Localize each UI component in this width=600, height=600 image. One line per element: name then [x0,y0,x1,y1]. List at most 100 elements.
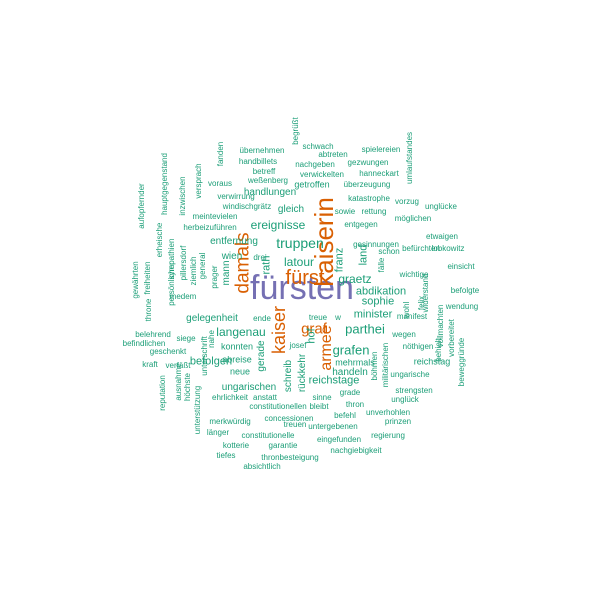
cloud-word: nahe [207,330,216,348]
cloud-word: siege [176,334,196,343]
cloud-word: unglück [391,395,419,404]
cloud-word: fanden [216,141,225,167]
cloud-word: sophie [361,295,395,308]
cloud-word: hof [305,328,318,344]
cloud-word: hauptgegenstand [160,153,169,215]
cloud-word: wegen [392,330,416,339]
cloud-word: aufopfernder [137,183,146,229]
cloud-word: gezwungen [347,158,389,167]
cloud-word: herbeizuführen [183,223,237,232]
cloud-word: kraft [142,360,158,369]
cloud-word: gelegenheit [186,313,238,324]
cloud-word: widerstand [421,273,430,313]
cloud-word: lobkowitz [431,244,465,253]
cloud-word: thron [345,400,365,409]
cloud-word: möglichen [394,214,432,223]
cloud-word: gerade [256,340,267,372]
cloud-word: ausnahme [174,363,183,401]
cloud-word: fürsten [250,269,354,307]
cloud-word: graetz [338,272,372,286]
cloud-word: beweggründe [457,337,466,387]
cloud-word: vorbereitet [447,319,456,357]
cloud-word: untergebenen [308,422,358,431]
cloud-word: kaiser [269,305,289,355]
cloud-word: neue [229,366,251,377]
cloud-word: reichstag [413,356,451,367]
cloud-word: reputation [158,375,167,411]
cloud-word: mehrmals [335,357,375,368]
cloud-word: nachgeben [295,160,335,169]
cloud-word: ziemlich [189,256,198,286]
cloud-word: thronbesteigung [261,453,319,462]
cloud-word: belehrend [135,330,171,339]
cloud-word: anstatt [252,393,278,402]
cloud-word: fürst [285,267,325,289]
cloud-word: höchste [183,372,192,402]
cloud-word: medem [169,292,197,301]
cloud-word: truppen [276,235,324,251]
cloud-word: schon [378,247,400,256]
cloud-word: pillersdorf [179,245,188,281]
cloud-word: entgegen [344,220,378,229]
cloud-word: unterschrift [200,336,209,376]
cloud-word: versprach [194,163,203,199]
cloud-word: katastrophe [348,194,390,203]
cloud-word: spielereien [361,145,401,154]
cloud-word: ereignisse [250,218,306,232]
cloud-word: wohl [402,301,411,319]
cloud-word: prinzen [384,417,412,426]
cloud-word: weßenberg [247,176,289,185]
cloud-word: prager [210,265,219,289]
cloud-word: erheische [155,222,164,258]
cloud-word: langenau [216,325,266,339]
cloud-word: nachgiebigkeit [330,446,382,455]
cloud-word: gewährten [131,261,140,299]
cloud-word: windischgrätz [222,202,272,211]
cloud-word: übernehmen [239,146,285,155]
cloud-word: inzwischen [178,176,187,216]
cloud-word: überzeugung [343,180,391,189]
cloud-word: länger [206,428,230,437]
cloud-word: wien [221,251,243,262]
cloud-word: latour [283,255,315,269]
cloud-word: befehl [334,411,356,420]
cloud-word: hanneckart [359,169,399,178]
cloud-word: garantie [268,441,298,450]
cloud-word: parthei [345,321,385,337]
cloud-word: grafen [332,342,370,358]
cloud-word: unverhohlen [365,408,411,417]
cloud-word: fälle [377,257,386,273]
cloud-word: konnten [220,341,254,352]
cloud-word: throne [144,298,153,322]
cloud-word: regierung [371,431,405,440]
cloud-word: freiheiten [143,261,152,295]
cloud-word: tiefes [216,451,236,460]
cloud-word: josef [289,341,307,350]
cloud-word: wichtige [399,270,429,279]
cloud-word: wendung [445,302,479,311]
cloud-word: geschenkt [149,347,187,356]
cloud-word: befolgte [450,286,480,295]
cloud-word: abdikation [355,285,407,298]
cloud-word: graf [301,320,327,338]
cloud-word: böhmen [370,351,379,381]
cloud-word: ende [253,314,271,323]
cloud-word: mann [221,260,232,286]
cloud-word: voraus [207,179,233,188]
cloud-word: reichstage [308,374,360,387]
cloud-word: kotterie [222,441,250,450]
cloud-word: gleich [277,204,305,215]
cloud-word: concessionen [264,414,314,423]
cloud-word: ungarischen [221,382,277,393]
cloud-word: franz [333,247,346,273]
cloud-word: gesinnungen [353,240,399,249]
cloud-word: manifest [396,312,428,321]
cloud-word: handeln [332,367,368,378]
cloud-word: verfäßt [165,361,191,370]
cloud-word: befolgen [189,355,233,368]
cloud-word: unterstützung [193,385,202,435]
cloud-word: betreff [252,167,276,176]
cloud-word: einsicht [447,262,475,271]
cloud-word: ungarische [390,370,430,379]
